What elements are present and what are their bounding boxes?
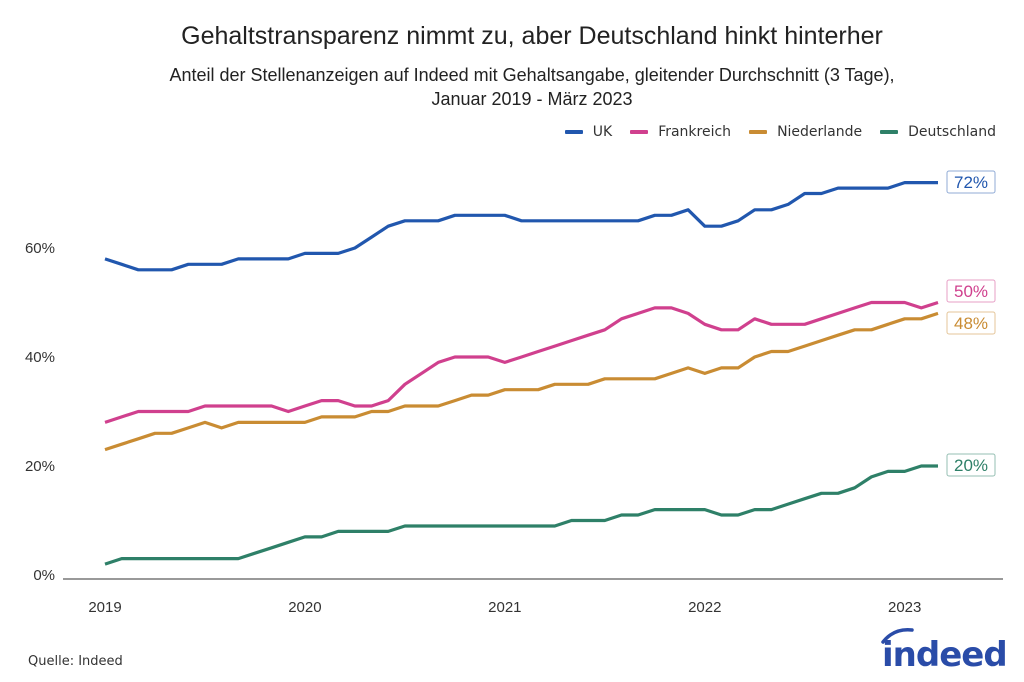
series-line-niederlande <box>104 311 939 452</box>
end-value-label: 48% <box>954 314 988 333</box>
end-value-label: 72% <box>954 173 988 192</box>
x-tick-label: 2023 <box>888 599 921 616</box>
x-tick-label: 2022 <box>688 599 721 616</box>
legend-swatch <box>630 130 649 134</box>
legend-swatch <box>749 130 768 134</box>
end-value-label: 20% <box>954 456 988 475</box>
source-note: Quelle: Indeed <box>28 654 123 669</box>
end-label-box <box>946 311 996 335</box>
svg-text:indeed: indeed <box>882 635 1007 674</box>
series-line-uk <box>104 181 938 272</box>
legend: UK Frankreich Niederlande Deutschland <box>564 124 996 140</box>
end-label-box <box>946 279 996 303</box>
series-line-deutschland <box>104 464 938 566</box>
x-tick-label: 2021 <box>488 599 521 616</box>
y-tick-label: 40% <box>25 349 55 366</box>
legend-swatch <box>880 130 899 134</box>
indeed-logo: indeed <box>881 628 1008 674</box>
legend-label: Frankreich <box>658 124 732 140</box>
chart-subtitle-line-2: Januar 2019 - März 2023 <box>431 89 633 109</box>
legend-item-niederlande: Niederlande <box>749 124 862 140</box>
x-tick-label: 2019 <box>88 599 121 616</box>
chart-subtitle-line-1: Anteil der Stellenanzeigen auf Indeed mi… <box>169 65 895 85</box>
end-label-box <box>946 170 996 194</box>
legend-item-frankreich: Frankreich <box>630 124 731 140</box>
y-tick-label: 0% <box>33 567 55 584</box>
y-tick-label: 60% <box>25 240 55 257</box>
end-label-box <box>946 453 996 477</box>
legend-item-deutschland: Deutschland <box>880 124 996 140</box>
legend-label: Niederlande <box>777 124 863 140</box>
legend-swatch <box>564 130 583 134</box>
chart-title: Gehaltstransparenz nimmt zu, aber Deutsc… <box>181 22 883 50</box>
legend-label: UK <box>592 124 613 140</box>
legend-label: Deutschland <box>908 124 996 140</box>
legend-item-uk: UK <box>564 124 613 140</box>
x-tick-label: 2020 <box>288 599 321 616</box>
end-value-label: 50% <box>954 282 988 301</box>
series-line-frankreich <box>104 300 939 424</box>
y-tick-label: 20% <box>25 458 55 475</box>
